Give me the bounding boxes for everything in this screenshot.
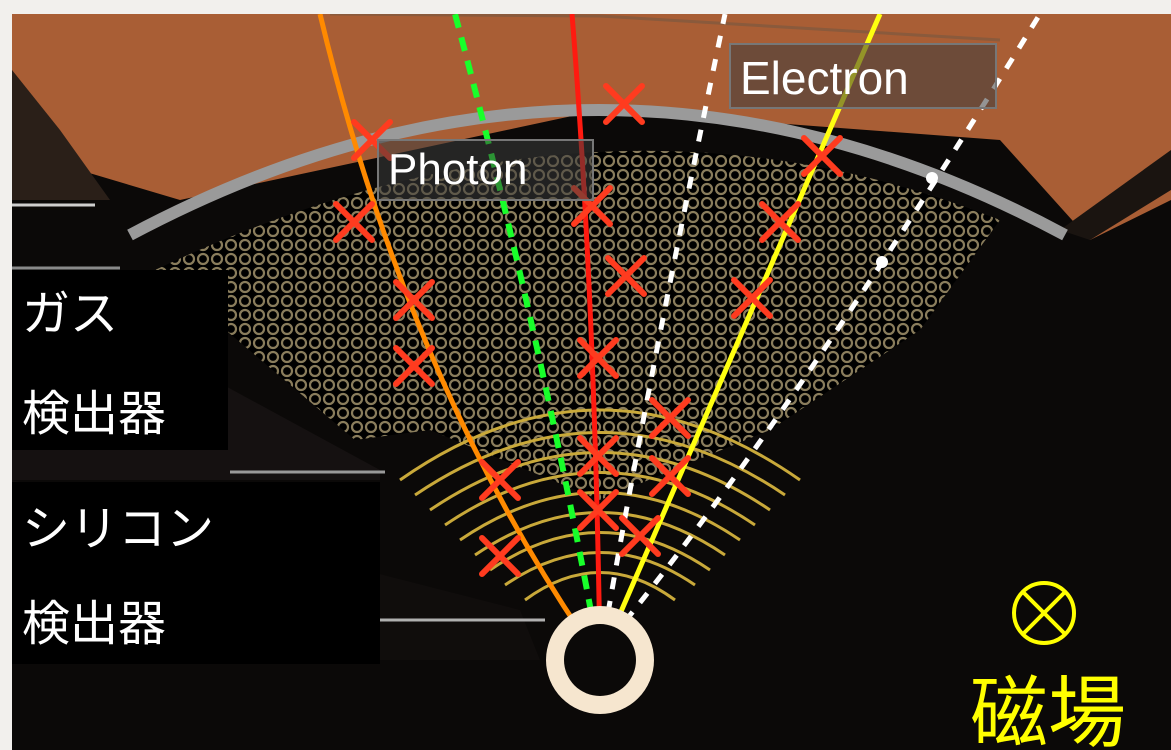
track-dot: [876, 256, 888, 268]
gas-detector-label-line2: 検出器: [22, 386, 166, 442]
silicon-detector-label-line2: 検出器: [22, 596, 166, 652]
silicon-detector-label-line1: シリコン: [22, 501, 214, 557]
photon-label-box: [377, 139, 594, 201]
track-red: [569, 14, 603, 661]
gas-detector-label-line1: ガス: [22, 286, 118, 342]
right-panel: [1060, 150, 1171, 240]
hit-marker: [393, 345, 435, 387]
hit-marker: [577, 337, 619, 379]
hit-marker: [801, 135, 843, 177]
track-dot: [926, 172, 938, 184]
track-yellow: [597, 14, 883, 661]
hit-marker: [649, 397, 691, 439]
hit-markers: [333, 83, 843, 577]
hit-marker: [393, 279, 435, 321]
magnetic-field-label: 磁場: [970, 669, 1126, 750]
electron-label-box: [729, 43, 997, 109]
track-electron-white: [597, 14, 728, 661]
hit-marker: [619, 515, 661, 557]
photon-label: Photon: [388, 145, 527, 194]
electron-label: Electron: [740, 52, 909, 104]
track-white-outer: [608, 14, 1043, 642]
magnetic-field-symbol-icon: [1012, 581, 1076, 645]
gas-detector-label-box: [12, 270, 228, 450]
hit-marker: [479, 535, 521, 577]
hit-marker: [605, 255, 647, 297]
hit-marker: [577, 435, 619, 477]
hit-marker: [333, 201, 375, 243]
beam-pipe-inner: [564, 624, 636, 696]
hit-marker: [731, 277, 773, 319]
hit-marker: [479, 459, 521, 501]
hit-marker: [649, 455, 691, 497]
top-divider: [329, 14, 1001, 42]
track-orange: [317, 14, 603, 662]
hit-marker: [603, 83, 645, 125]
hit-marker: [759, 201, 801, 243]
hit-marker: [577, 489, 619, 531]
silicon-detector-label-box: [12, 482, 380, 664]
left-panel: [12, 70, 110, 200]
